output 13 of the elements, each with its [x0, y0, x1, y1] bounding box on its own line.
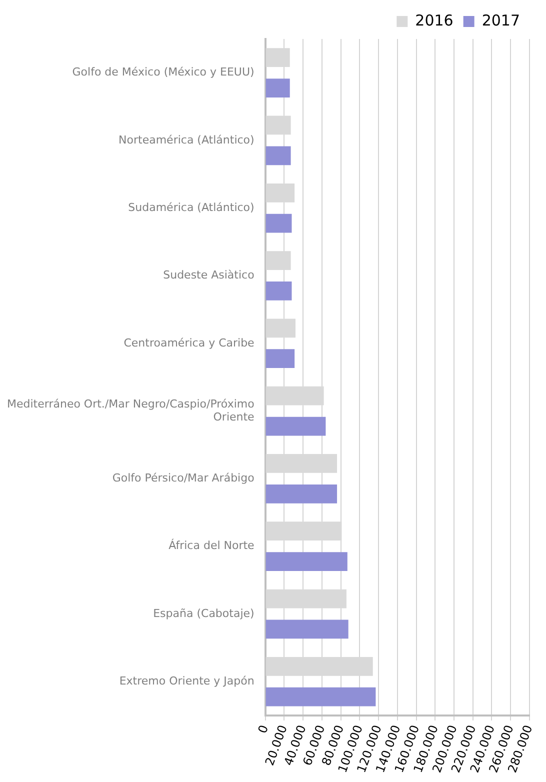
x-tick-label: 0: [255, 723, 272, 736]
y-tick-label: Mediterráneo Ort./Mar Negro/Caspio/Próximo Oriente: [7, 397, 255, 424]
y-tick-label: Golfo de México (México y EEUU): [72, 66, 254, 79]
y-tick-label: Sudeste Asiàtico: [163, 268, 255, 282]
y-tick-label: Extremo Oriente y Japón: [119, 674, 254, 688]
y-tick-label: África del Norte: [168, 538, 255, 552]
y-tick-label: España (Cabotaje): [153, 606, 254, 620]
y-tick-label: Golfo Pérsico/Mar Arábigo: [112, 472, 255, 485]
y-tick-label: Sudamérica (Atlántico): [128, 200, 254, 214]
y-tick-label: Centroamérica y Caribe: [124, 336, 255, 350]
legend-label: 2016: [415, 11, 454, 30]
legend-label: 2017: [482, 11, 520, 30]
y-tick-label: Norteamérica (Atlántico): [118, 133, 254, 146]
